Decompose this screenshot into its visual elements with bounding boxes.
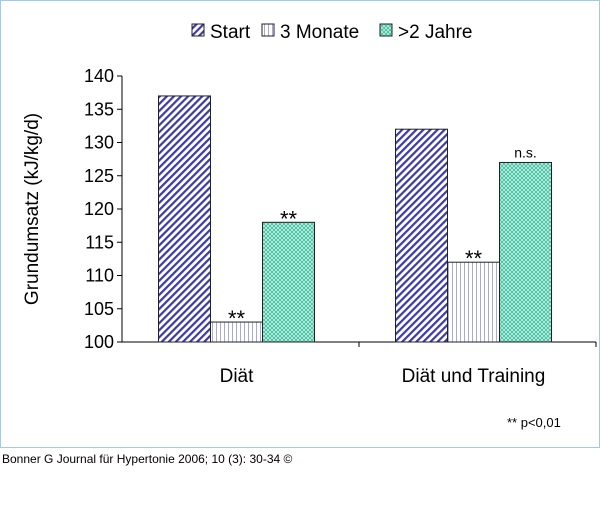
y-axis-label: Grundumsatz (kJ/kg/d) bbox=[22, 113, 43, 305]
y-tick-label: 105 bbox=[84, 299, 114, 319]
footnote: ** p<0,01 bbox=[507, 415, 561, 430]
y-tick-label: 110 bbox=[85, 266, 114, 286]
bar-chart: 100 105 110 115 120 125 130 135 140 Diät Diät und … bbox=[22, 22, 597, 430]
significance-label: ** bbox=[465, 246, 483, 271]
y-tick-label: 115 bbox=[85, 232, 114, 252]
significance-label: ** bbox=[280, 206, 298, 231]
significance-label: ** bbox=[228, 306, 246, 331]
citation: Bonner G Journal für Hypertonie 2006; 10… bbox=[2, 452, 293, 466]
y-tick-label: 135 bbox=[84, 99, 114, 119]
bar bbox=[158, 95, 211, 343]
bar bbox=[447, 261, 500, 343]
bar bbox=[499, 161, 552, 343]
x-tick-label: Diät und Training bbox=[402, 366, 546, 387]
significance-label: n.s. bbox=[514, 144, 537, 160]
legend-swatch bbox=[379, 23, 393, 37]
legend-swatch bbox=[191, 23, 205, 37]
x-tick-label: Diät bbox=[220, 366, 255, 387]
legend-label: 3 Monate bbox=[280, 22, 359, 43]
bar bbox=[395, 128, 448, 343]
y-tick-label: 130 bbox=[84, 133, 114, 153]
legend-label: >2 Jahre bbox=[398, 22, 472, 43]
y-tick-label: 100 bbox=[84, 332, 114, 352]
y-tick-label: 140 bbox=[84, 66, 114, 86]
legend-swatch bbox=[261, 23, 275, 37]
y-tick-label: 125 bbox=[84, 166, 114, 186]
y-tick-label: 120 bbox=[84, 199, 114, 219]
legend-label: Start bbox=[210, 22, 251, 43]
bar bbox=[262, 221, 315, 343]
